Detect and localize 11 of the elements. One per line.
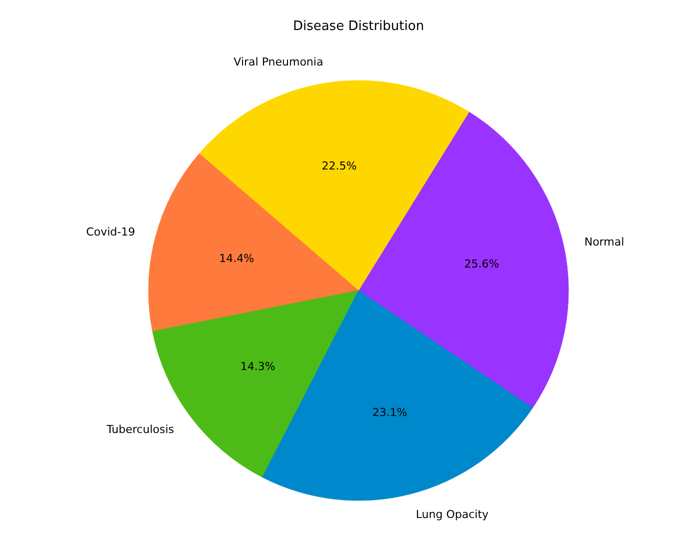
data-label: 14.3% (240, 360, 276, 373)
slice-label: Viral Pneumonia (234, 56, 324, 69)
slice-label: Normal (584, 235, 624, 248)
slice-label: Tuberculosis (106, 422, 174, 436)
slice-label: Lung Opacity (416, 508, 490, 521)
data-label: 14.4% (219, 252, 254, 265)
slice-label: Covid-19 (86, 225, 136, 238)
data-label: 25.6% (464, 258, 500, 271)
data-label: 22.5% (322, 159, 357, 172)
data-label: 23.1% (372, 406, 408, 420)
chart-title: Disease Distribution (292, 19, 424, 34)
